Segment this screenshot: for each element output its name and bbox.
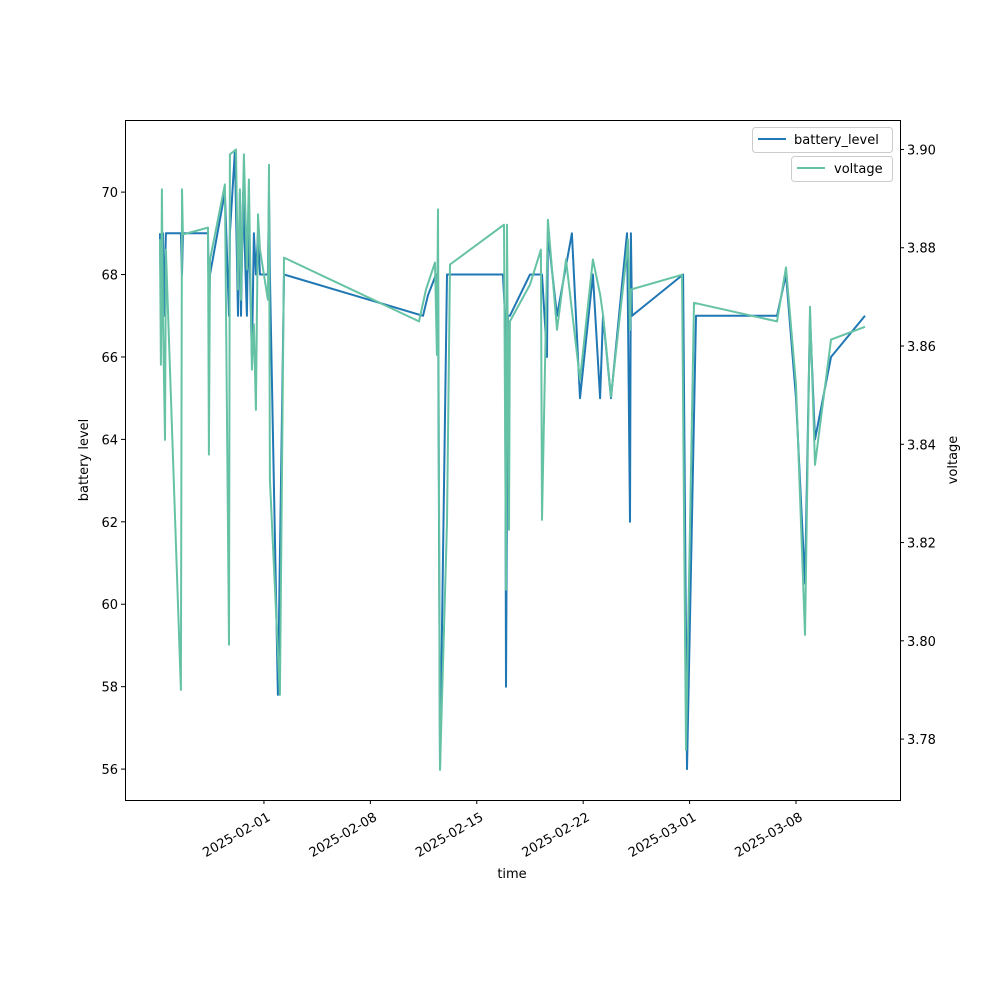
y-tick-label: 58 xyxy=(101,681,118,696)
series-line-voltage xyxy=(159,148,866,771)
legend-battery: battery_level xyxy=(752,127,893,153)
y-tick-label: 64 xyxy=(101,433,118,448)
y-axis-right: 3.78 3.80 3.82 3.84 3.86 3.88 3.90 xyxy=(900,143,936,748)
y-axis-left: 56 58 60 62 64 66 68 70 xyxy=(101,186,125,778)
y-tick-label: 68 xyxy=(101,269,118,284)
legend-voltage-box xyxy=(791,156,893,182)
y-tick-label: 70 xyxy=(101,186,118,201)
x-axis-label: time xyxy=(497,867,526,882)
legend-voltage: voltage xyxy=(791,156,893,182)
y2-tick-label: 3.78 xyxy=(907,733,936,748)
series-voltage xyxy=(159,148,866,771)
y2-tick-label: 3.86 xyxy=(907,340,936,355)
y-tick-label: 60 xyxy=(101,598,118,613)
y2-tick-label: 3.90 xyxy=(907,143,936,158)
y-tick-label: 66 xyxy=(101,351,118,366)
y-axis-label: battery level xyxy=(77,419,92,502)
plot-frame xyxy=(125,120,901,801)
legend-battery-label: battery_level xyxy=(794,133,879,148)
y-tick-label: 62 xyxy=(101,516,118,531)
legend-voltage-label: voltage xyxy=(834,162,883,177)
legend-battery-box xyxy=(752,127,893,153)
y2-tick-label: 3.88 xyxy=(907,242,936,257)
y2-tick-label: 3.82 xyxy=(907,537,936,552)
series-layer xyxy=(159,148,866,771)
y2-tick-label: 3.80 xyxy=(907,635,936,650)
y-tick-label: 56 xyxy=(101,763,118,778)
y2-tick-label: 3.84 xyxy=(907,438,936,453)
y2-axis-label: voltage xyxy=(946,436,961,485)
